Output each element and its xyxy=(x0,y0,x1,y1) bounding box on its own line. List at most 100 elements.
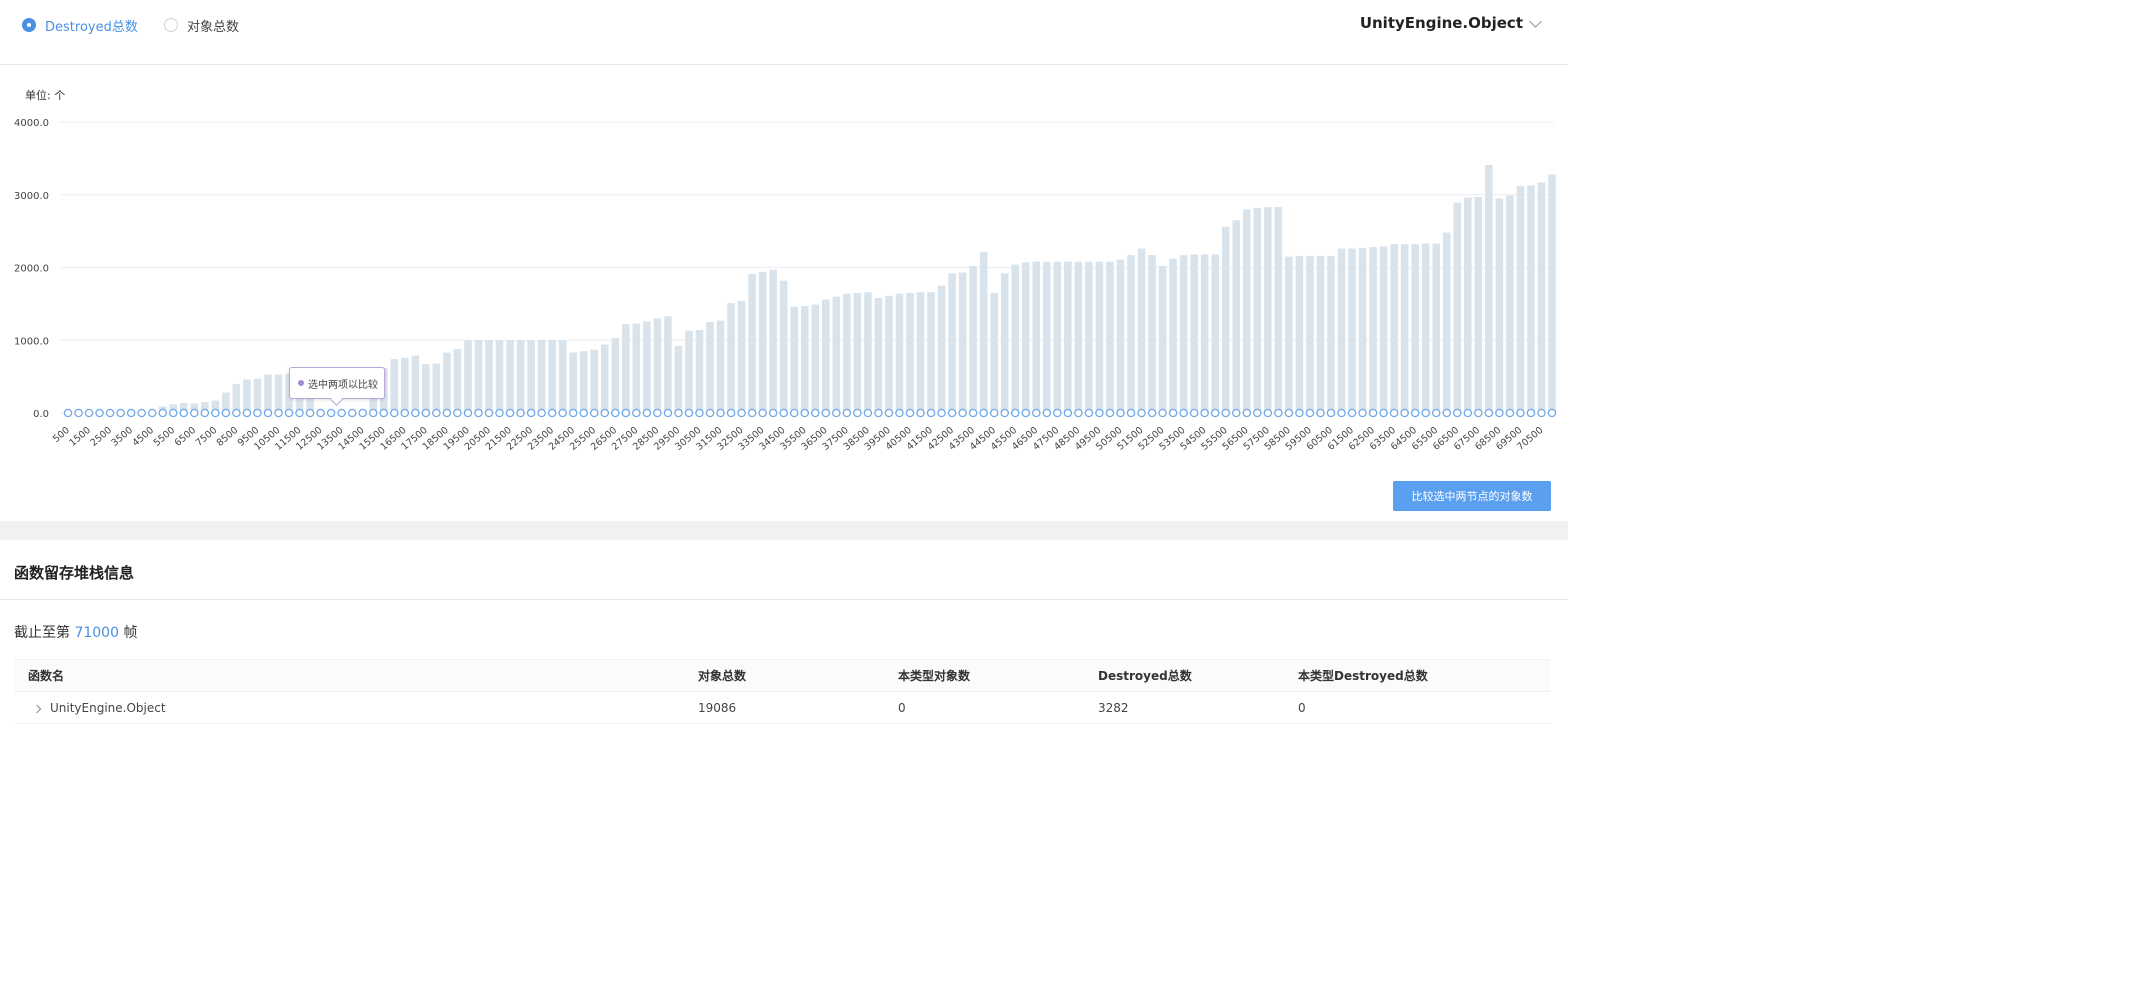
chart-point xyxy=(1505,408,1515,418)
chart-point xyxy=(1053,408,1062,418)
chart-bar xyxy=(685,330,693,413)
chart-point xyxy=(1095,408,1104,418)
chart-point xyxy=(1547,408,1557,418)
frame-number: 71000 xyxy=(74,625,119,641)
chart-point xyxy=(768,408,778,418)
chart-point xyxy=(547,408,557,418)
chart-point xyxy=(484,408,494,418)
chart-bar xyxy=(179,402,188,413)
chart-bar xyxy=(716,320,725,413)
chart-point xyxy=(400,408,410,418)
chart-point xyxy=(979,408,988,418)
chart-bar xyxy=(1095,261,1104,413)
chart-bar xyxy=(1169,258,1177,413)
chart-point xyxy=(232,408,241,418)
bar-chart[interactable]: 单位: 个4000.03000.02000.01000.00.050015002… xyxy=(0,65,1568,475)
chart-point xyxy=(1316,408,1325,418)
chart-bar xyxy=(232,383,241,413)
chart-point xyxy=(74,408,83,418)
chart-bar xyxy=(1495,198,1504,413)
table-header: 函数名 对象总数 本类型对象数 Destroyed总数 本类型Destroyed… xyxy=(14,659,1550,692)
chart-bar xyxy=(790,306,799,413)
frame-suffix: 帧 xyxy=(123,625,138,641)
chart-bar xyxy=(1358,247,1367,413)
chart-bar xyxy=(1400,244,1409,413)
chart-point xyxy=(1189,408,1199,418)
chart-point xyxy=(800,408,809,418)
chart-bar xyxy=(506,340,514,413)
chart-bar xyxy=(737,300,746,413)
compare-tooltip: 选中两项以比较 xyxy=(289,367,385,399)
chart-bar xyxy=(1474,196,1483,413)
chart-bar xyxy=(1264,207,1272,413)
chart-point xyxy=(905,408,915,418)
chart-bar xyxy=(1432,243,1441,413)
x-tick-label: 8500 xyxy=(215,425,241,449)
chart-point xyxy=(926,408,936,418)
chart-point xyxy=(937,408,946,418)
chart-bar xyxy=(1527,185,1535,413)
chevron-right-icon[interactable] xyxy=(32,704,42,713)
function-name: UnityEngine.Object xyxy=(50,700,166,715)
chart-point xyxy=(884,408,894,418)
chart-point xyxy=(1421,408,1430,418)
type-selector-value: UnityEngine.Object xyxy=(1359,14,1523,32)
chart-point xyxy=(1305,408,1315,418)
chart-bar xyxy=(1485,164,1493,413)
radio-destroyed-label: Destroyed总数 xyxy=(45,19,138,35)
x-tick-label: 3500 xyxy=(109,425,135,449)
chart-point xyxy=(758,408,767,418)
radio-checked-icon xyxy=(22,18,36,32)
chart-point xyxy=(316,408,325,418)
column-header-destroyed-total[interactable]: Destroyed总数 xyxy=(1098,669,1192,683)
chart-point xyxy=(842,408,852,418)
x-tick-label: 1500 xyxy=(67,425,93,449)
chart-point xyxy=(874,408,883,418)
compare-nodes-button[interactable]: 比较选中两节点的对象数 xyxy=(1393,481,1551,511)
table-row[interactable]: UnityEngine.Object 19086 0 3282 0 xyxy=(14,692,1550,724)
column-header-type-object-count[interactable]: 本类型对象数 xyxy=(898,669,971,683)
chart-bar xyxy=(569,352,577,413)
x-tick-label: 5500 xyxy=(152,425,178,449)
chart-bar xyxy=(485,340,493,413)
radio-destroyed-total[interactable]: Destroyed总数 xyxy=(22,16,138,35)
chart-bar xyxy=(958,272,967,413)
radio-object-total[interactable]: 对象总数 xyxy=(164,16,239,35)
chart-point xyxy=(1074,408,1083,418)
stack-section-title: 函数留存堆栈信息 xyxy=(14,564,135,582)
unit-label: 单位: 个 xyxy=(25,88,65,102)
chart-point xyxy=(505,408,515,418)
x-tick-label: 7500 xyxy=(194,425,220,449)
chart-point xyxy=(211,408,220,418)
column-header-type-destroyed-total[interactable]: 本类型Destroyed总数 xyxy=(1298,669,1428,683)
chart-point xyxy=(726,408,736,418)
chart-point xyxy=(1347,408,1357,418)
chart-bar xyxy=(821,299,830,413)
chart-bar xyxy=(706,322,714,413)
chart-point xyxy=(1116,408,1125,418)
chart-point xyxy=(821,408,831,418)
chart-point xyxy=(811,408,820,418)
chart-point xyxy=(653,408,662,418)
chart-bar xyxy=(222,392,230,413)
column-header-function[interactable]: 函数名 xyxy=(28,669,65,683)
chart-bar xyxy=(622,324,630,413)
chart-point xyxy=(579,408,588,418)
chart-point xyxy=(1084,408,1094,418)
y-tick-label: 2000.0 xyxy=(14,264,49,275)
column-header-object-total[interactable]: 对象总数 xyxy=(698,669,747,683)
chart-bar xyxy=(1000,273,1009,413)
chart-bar xyxy=(211,400,220,413)
chart-bar xyxy=(1232,220,1241,413)
chart-bar xyxy=(1348,248,1356,413)
chart-bar xyxy=(201,402,209,413)
chart-point xyxy=(442,408,452,418)
type-selector-dropdown[interactable]: UnityEngine.Object xyxy=(1359,14,1542,32)
chart-point xyxy=(621,408,631,418)
chart-point xyxy=(779,408,788,418)
chart-point xyxy=(200,408,210,418)
chart-point xyxy=(326,408,336,418)
chart-point xyxy=(105,408,115,418)
chart-point xyxy=(190,408,199,418)
chart-bar xyxy=(274,374,283,413)
